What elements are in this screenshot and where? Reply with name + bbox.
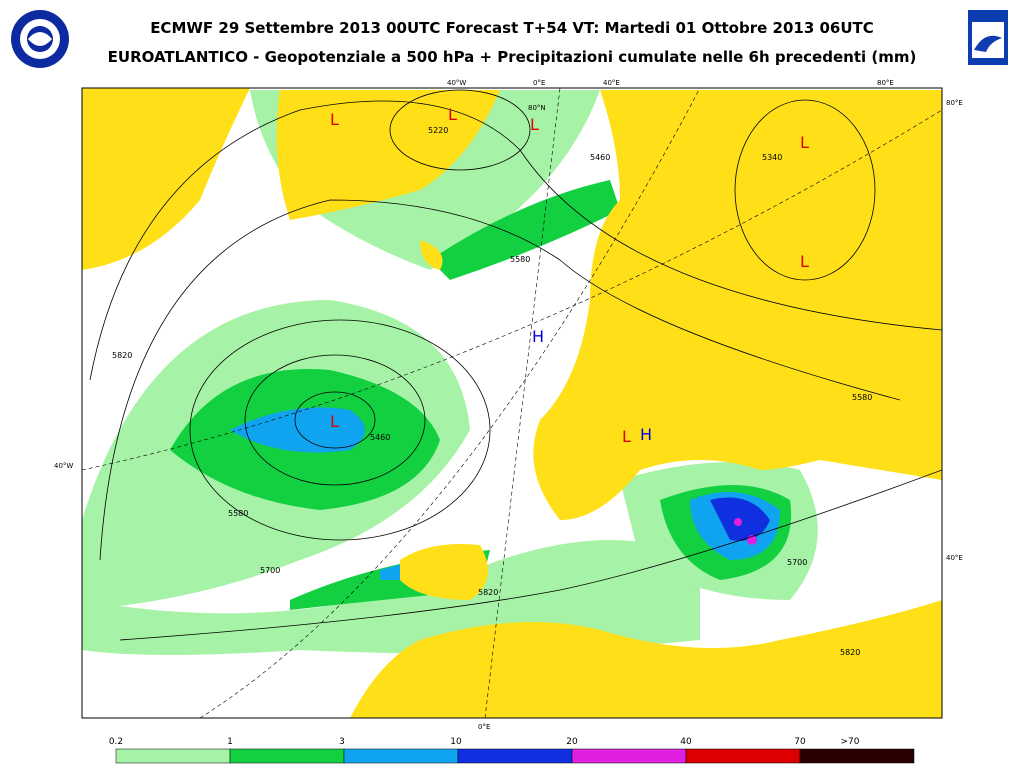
legend-label: 1 <box>227 737 233 747</box>
legend-label: 3 <box>339 737 345 747</box>
contour-label: 5580 <box>852 393 872 402</box>
map-frame <box>81 87 943 719</box>
legend-label: 40 <box>680 737 692 747</box>
high: H <box>532 327 544 346</box>
logo-left <box>11 10 69 68</box>
lon-label: 0°E <box>478 723 490 731</box>
contour-label: 5460 <box>370 433 390 442</box>
map <box>82 88 942 718</box>
lat-label: 80°E <box>946 99 963 107</box>
contour-label: 5820 <box>840 648 860 657</box>
contour-label: 5340 <box>762 153 782 162</box>
subtitle: EUROATLANTICO - Geopotenziale a 500 hPa … <box>108 48 917 66</box>
legend <box>115 748 915 764</box>
contour-label: 5460 <box>590 153 610 162</box>
legend-label: 10 <box>450 737 462 747</box>
logo-right <box>968 10 1008 65</box>
lon-label: 80°E <box>877 79 894 87</box>
lat-label: 40°W <box>54 462 73 470</box>
lon-label: 0°E <box>533 79 545 87</box>
high: H <box>640 425 652 444</box>
legend-label: 70 <box>794 737 806 747</box>
low: L <box>800 252 809 271</box>
lat-label: 40°E <box>946 554 963 562</box>
low: L <box>800 133 809 152</box>
low: L <box>530 115 539 134</box>
title: ECMWF 29 Settembre 2013 00UTC Forecast T… <box>150 19 874 37</box>
low: L <box>330 412 339 431</box>
contour-label: 5700 <box>787 558 807 567</box>
contour-label: 5580 <box>510 255 530 264</box>
contour-label: 5580 <box>228 509 248 518</box>
lat-label: 80°N <box>528 104 546 112</box>
legend-label: 20 <box>566 737 578 747</box>
contour-label: 5820 <box>112 351 132 360</box>
low: L <box>448 105 457 124</box>
lon-label: 40°W <box>447 79 466 87</box>
low: L <box>622 427 631 446</box>
low: L <box>330 110 339 129</box>
legend-label: 0.2 <box>109 737 123 747</box>
contour-label: 5820 <box>478 588 498 597</box>
lon-label: 40°E <box>603 79 620 87</box>
contour-label: 5700 <box>260 566 280 575</box>
legend-label: >70 <box>841 737 860 747</box>
contour-label: 5220 <box>428 126 448 135</box>
